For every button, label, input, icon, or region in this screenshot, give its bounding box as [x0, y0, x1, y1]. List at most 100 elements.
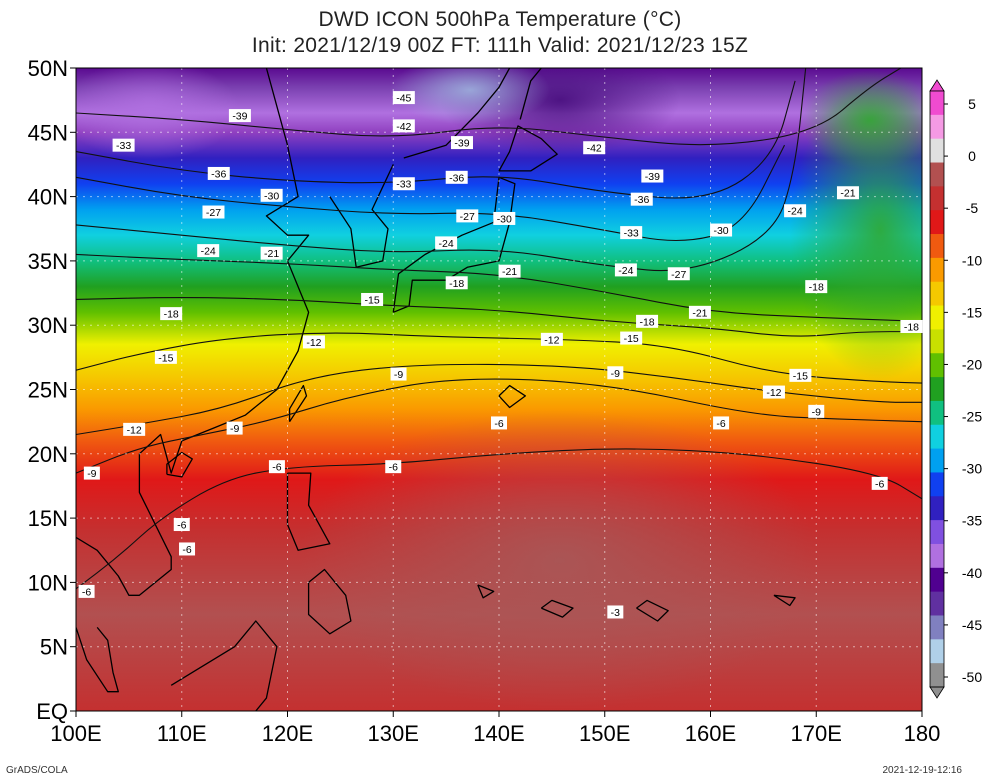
contour-label-bg — [491, 416, 507, 430]
colorbar-bottom-arrow — [929, 686, 945, 699]
contour-label-bg — [112, 138, 135, 152]
lat-label: 45N — [28, 120, 68, 145]
contour-label: -36 — [630, 192, 653, 206]
contour-label-bg — [641, 169, 664, 183]
contour-label-bg — [361, 292, 384, 306]
coastline — [170, 620, 278, 711]
lon-label: 160E — [685, 721, 736, 746]
contour-label-bg — [445, 276, 468, 290]
contour-label: -12 — [123, 422, 146, 436]
contour-label: -6 — [713, 416, 730, 430]
contour-label-text: -6 — [875, 478, 884, 490]
contour-label-text: -36 — [449, 172, 464, 184]
contour-label-bg — [226, 421, 243, 435]
lon-label: 180 — [904, 721, 941, 746]
contour-label: -27 — [202, 205, 225, 219]
contour-label: -33 — [392, 177, 415, 191]
lat-label: EQ — [36, 699, 68, 724]
isotherm-line — [76, 363, 922, 436]
colorbar-swatch — [930, 663, 944, 688]
lon-label: 150E — [579, 721, 630, 746]
lon-label: 170E — [791, 721, 842, 746]
coastline — [76, 626, 119, 693]
colorbar-swatch — [930, 91, 944, 116]
contour-label-bg — [607, 366, 624, 380]
colorbar-swatch — [930, 162, 944, 187]
contour-label: -9 — [607, 366, 624, 380]
contour-label-bg — [713, 416, 730, 430]
contour-label-text: -36 — [211, 168, 226, 180]
isotherm-line — [76, 80, 796, 199]
contour-label-bg — [540, 332, 563, 346]
contour-label-text: -9 — [812, 406, 821, 418]
contour-label: -39 — [641, 169, 664, 183]
contour-label-bg — [385, 460, 402, 474]
contour-label-bg — [900, 319, 923, 333]
temperature-field — [76, 68, 922, 711]
contour-label-bg — [710, 223, 733, 237]
contour-label-bg — [83, 466, 100, 480]
contour-label-text: -42 — [587, 143, 602, 155]
contour-label-text: -21 — [502, 266, 517, 278]
contour-label: -18 — [636, 314, 659, 328]
contour-label-text: -27 — [460, 211, 475, 223]
colorbar-swatch — [930, 305, 944, 330]
contour-label-text: -15 — [365, 294, 380, 306]
coastline — [477, 584, 495, 599]
contour-label-text: -9 — [230, 423, 239, 435]
contour-label-bg — [607, 605, 624, 619]
contour-label-text: -18 — [449, 278, 464, 290]
contour-label: -6 — [78, 584, 95, 598]
lon-label: 110E — [157, 721, 207, 746]
contour-label-bg — [805, 280, 828, 294]
contour-label: -30 — [493, 211, 516, 225]
contour-label: -30 — [710, 223, 733, 237]
contour-label-bg — [78, 584, 95, 598]
lat-label: 35N — [28, 249, 68, 274]
contour-label-bg — [260, 188, 283, 202]
contour-label-text: -6 — [177, 520, 186, 532]
isotherm-line — [76, 332, 922, 384]
isotherm-line — [76, 448, 922, 590]
contour-label-text: -33 — [396, 179, 411, 191]
contour-label-text: -39 — [645, 171, 660, 183]
contour-label: -9 — [83, 466, 100, 480]
colorbar-swatch — [930, 257, 944, 283]
colorbar-label: -10 — [962, 252, 982, 268]
contour-label-bg — [620, 226, 643, 240]
contour-label-bg — [688, 305, 711, 319]
lat-label: 50N — [28, 56, 68, 81]
colorbar-swatch — [930, 186, 944, 211]
contour-label: -18 — [445, 276, 468, 290]
contour-label: -24 — [197, 244, 220, 258]
contour-label: -45 — [392, 91, 415, 105]
contour-label-bg — [302, 335, 325, 349]
contour-label: -9 — [808, 404, 825, 418]
coastline — [307, 568, 352, 635]
contour-label-text: -18 — [639, 316, 654, 328]
colorbar-label: -25 — [962, 409, 982, 425]
contour-label: -39 — [228, 109, 251, 123]
coastlines — [76, 68, 796, 711]
isotherm-line — [76, 68, 902, 146]
contour-label: -15 — [789, 368, 812, 382]
map-subtitle: Init: 2021/12/19 00Z FT: 111h Valid: 202… — [251, 34, 749, 57]
contour-label-text: -24 — [618, 265, 633, 277]
contour-label-bg — [179, 542, 196, 556]
contour-label-text: -21 — [692, 307, 707, 319]
colorbar-swatch — [930, 639, 944, 664]
contour-label-text: -36 — [634, 194, 649, 206]
contour-label-bg — [445, 170, 468, 184]
contour-label-bg — [197, 244, 220, 258]
contour-label: -6 — [385, 460, 402, 474]
contour-label-bg — [762, 385, 785, 399]
colorbar-label: -35 — [962, 513, 982, 529]
contour-label-bg — [871, 476, 888, 490]
contour-label-bg — [160, 307, 183, 321]
colorbar: 5 0 -5 -10 -15 -20 -25 -30 -35 -40 -45 -50 — [929, 79, 982, 699]
contour-label-text: -15 — [793, 370, 808, 382]
contour-label-text: -6 — [182, 544, 191, 556]
contour-label-text: -9 — [87, 468, 96, 480]
contour-label: -33 — [112, 138, 135, 152]
contour-label: -15 — [361, 292, 384, 306]
